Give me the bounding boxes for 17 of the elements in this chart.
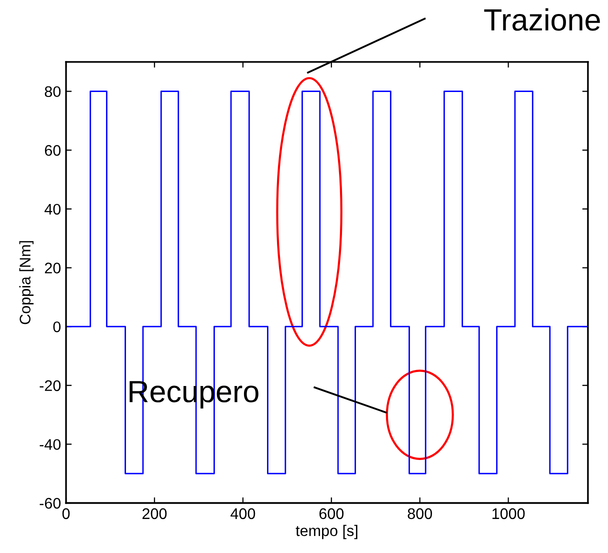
x-tick-label: 600 [319, 508, 344, 520]
y-tick-label: 60 [44, 145, 61, 156]
text: Trazione [484, 8, 600, 31]
x-tick-label: 400 [230, 508, 256, 520]
y-tick-label: -40 [40, 439, 61, 450]
y-tick-label: -60 [40, 498, 61, 509]
y-tick-label: 80 [44, 86, 61, 98]
y-tick-label: 20 [44, 262, 61, 274]
y-tick-label: -20 [40, 380, 61, 392]
x-tick-label: 800 [408, 508, 432, 520]
x-tick-label: 1000 [492, 508, 525, 520]
y-axis-title: Coppia [Nm] [19, 241, 34, 324]
y-tick-label: 0 [53, 321, 61, 332]
x-tick-label: 200 [142, 508, 167, 520]
x-tick-label: 0 [62, 508, 70, 520]
x-axis-title: tempo [s] [296, 524, 358, 540]
y-tick-label: 40 [44, 204, 61, 215]
